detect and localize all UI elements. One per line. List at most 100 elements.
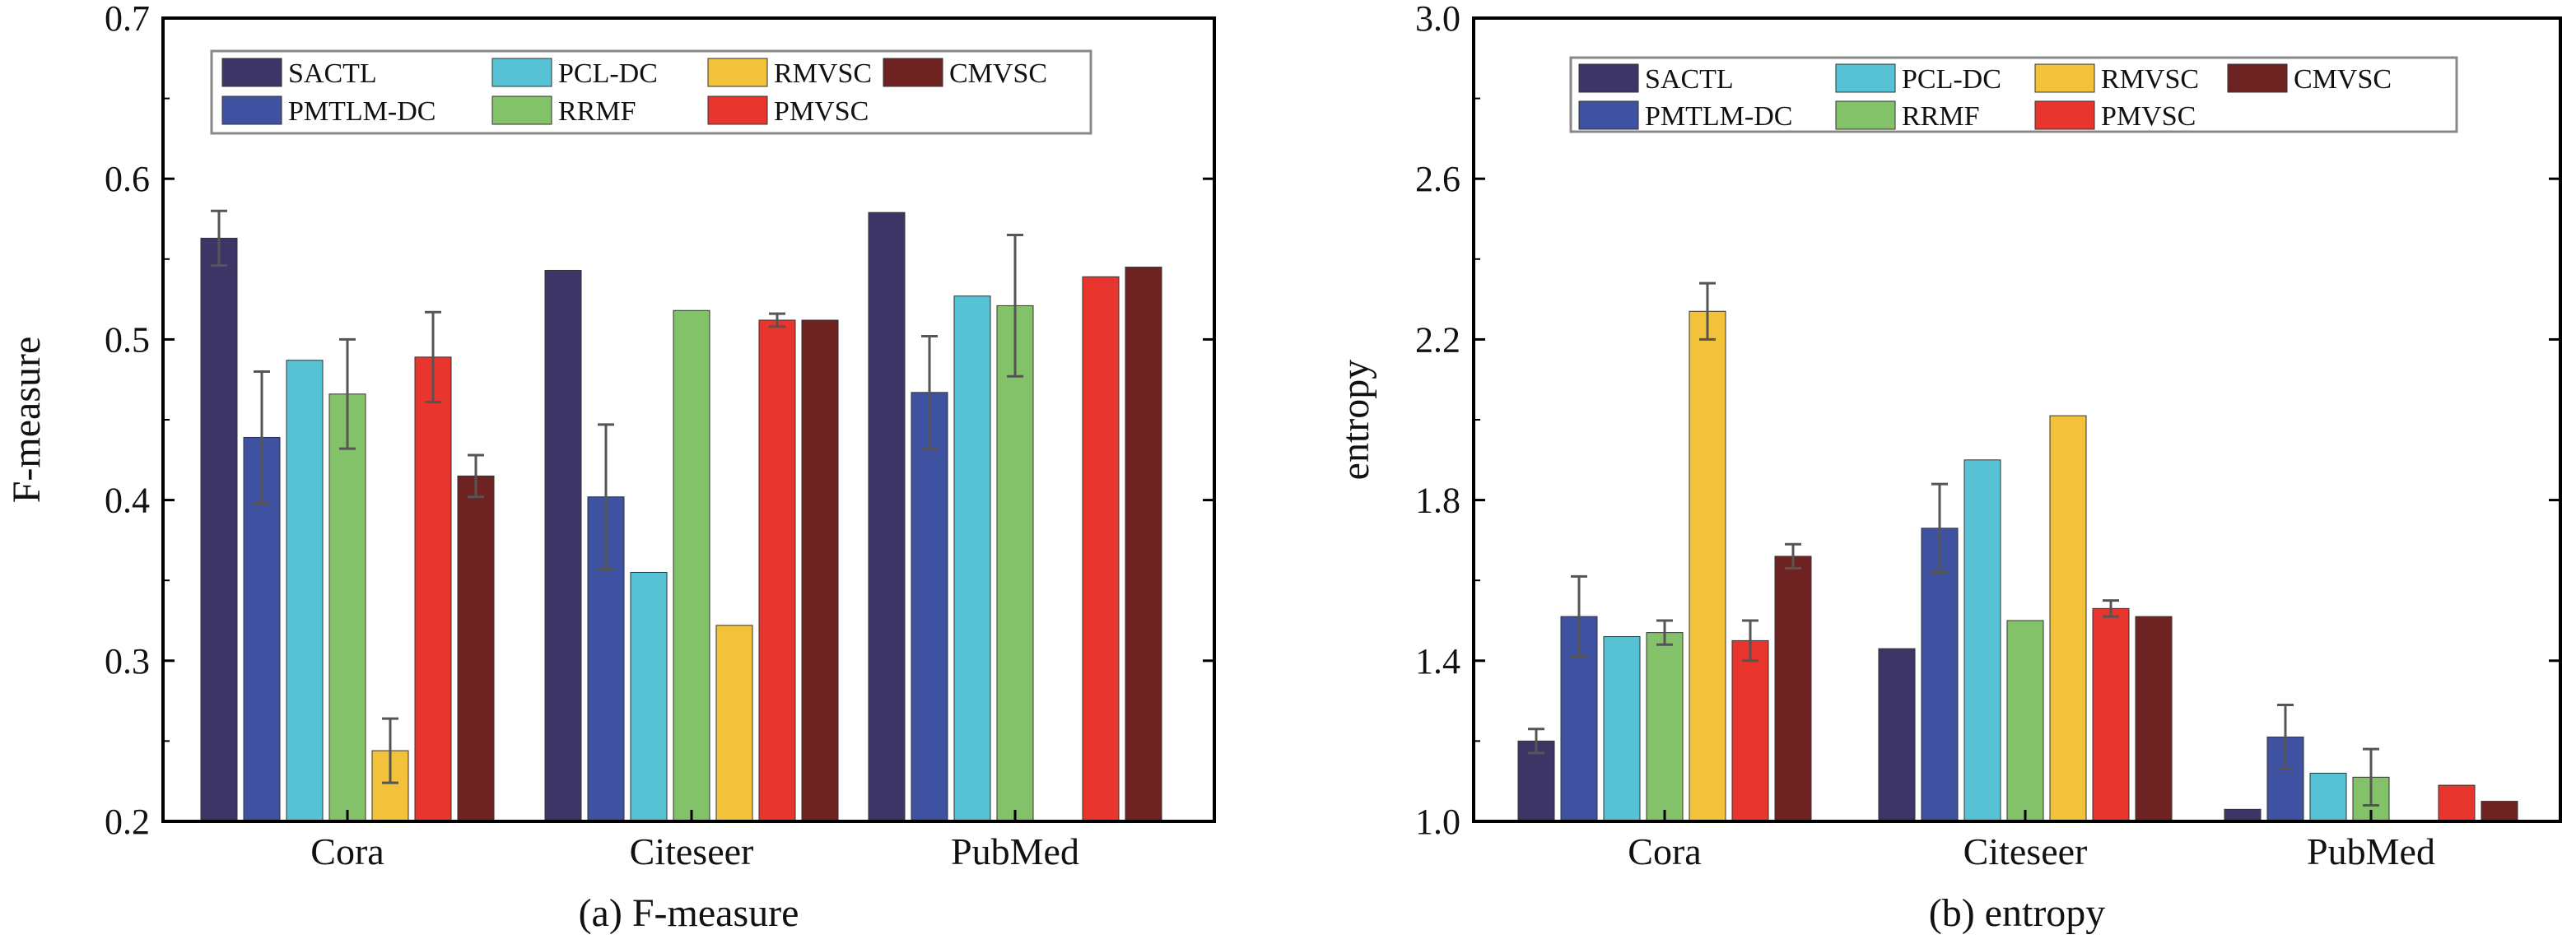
legend-item-pcl-dc: PCL-DC [491,58,658,89]
legend-item-pmtlm-dc: PMTLM-DC [221,95,436,127]
bar-cmvsc-citeseer [2135,616,2173,822]
bar-pcl-dc-pubmed [953,295,991,822]
bar-cmvsc-pubmed [1125,267,1162,822]
error-bar-sactl-cora [211,209,227,267]
x-tick-label-cora: Cora [1628,830,1701,872]
legend-label: SACTL [1645,64,1734,95]
legend-label: RMVSC [2101,64,2199,95]
error-bar-pmtlm-dc-pubmed [2277,703,2294,771]
legend-label: PCL-DC [558,58,658,89]
bar-pcl-dc-cora [286,360,324,822]
legend-box [210,49,1092,135]
bar-cmvsc-cora [457,475,495,822]
legend-label: PMVSC [2101,101,2196,132]
legend-swatch [221,95,282,125]
legend-label: PCL-DC [1902,64,2001,95]
error-bar-rrmf-cora [339,337,356,450]
legend-item-pmvsc: PMVSC [2034,100,2196,132]
y-tick-label: 0.5 [105,319,150,360]
legend-swatch [2034,63,2095,93]
error-bar-rrmf-cora [1656,619,1673,646]
legend-item-pmvsc: PMVSC [707,95,869,127]
legend: SACTL PCL-DC RMVSC CMVSC PMTLM-DC RRMF PMVSC [210,49,1092,135]
legend-item-sactl: SACTL [221,58,377,89]
error-bar-pmvsc-cora [425,310,441,404]
legend-swatch [883,58,943,87]
bar-sactl-pubmed [2224,808,2262,822]
legend-item-pcl-dc: PCL-DC [1835,63,2001,95]
chart-caption: (a) F-measure [579,891,799,935]
bar-pcl-dc-pubmed [2309,772,2347,822]
bar-pmvsc-pubmed [2438,784,2476,822]
error-bar-cmvsc-cora [468,453,484,499]
bar-rrmf-cora [328,393,366,822]
legend-swatch [1835,63,1896,93]
y-tick-label: 2.6 [1415,159,1460,199]
bar-rrmf-pubmed [996,305,1034,822]
legend-label: PMTLM-DC [1645,101,1792,132]
y-tick-label: 0.4 [105,481,150,521]
bar-sactl-citeseer [1878,648,1916,822]
bar-rmvsc-cora [1689,310,1726,822]
error-bar-pmtlm-dc-citeseer [1931,482,1948,574]
error-bar-pmtlm-dc-citeseer [598,423,614,571]
bar-rmvsc-citeseer [2049,415,2087,822]
legend-item-pmtlm-dc: PMTLM-DC [1578,100,1792,132]
bar-pmvsc-cora [1731,639,1769,822]
x-tick-label-pubmed: PubMed [951,830,1079,872]
error-bar-pmvsc-citeseer [769,312,785,328]
error-bar-rrmf-pubmed [1007,234,1023,378]
legend-label: SACTL [288,58,377,89]
legend-item-rmvsc: RMVSC [707,58,872,89]
error-bar-sactl-cora [1528,728,1544,755]
y-tick-label: 0.2 [105,802,150,842]
chart-caption: (b) entropy [1929,891,2106,935]
y-axis-title: entropy [1334,360,1377,481]
error-bar-rmvsc-cora [1699,281,1716,341]
bar-sactl-pubmed [868,212,906,822]
legend-swatch [1578,100,1639,130]
y-tick-label: 0.3 [105,641,150,681]
bar-sactl-citeseer [544,269,582,822]
y-tick-label: 3.0 [1415,0,1460,39]
legend-item-sactl: SACTL [1578,63,1734,95]
bar-rrmf-citeseer [2006,620,2044,822]
legend-label: CMVSC [2294,64,2392,95]
legend-item-rrmf: RRMF [491,95,636,127]
y-tick-label: 1.0 [1415,802,1460,842]
legend-item-cmvsc: CMVSC [2227,63,2392,95]
y-tick-label: 0.7 [105,0,150,39]
legend-label: RMVSC [774,58,872,89]
error-bar-cmvsc-cora [1785,542,1801,570]
x-tick-label-cora: Cora [310,830,384,872]
bar-rrmf-citeseer [673,309,710,822]
bar-cmvsc-pubmed [2481,801,2518,822]
legend-item-cmvsc: CMVSC [883,58,1047,89]
legend-label: PMVSC [774,96,869,127]
x-tick-label-citeseer: Citeseer [1963,830,2088,872]
error-bar-pmvsc-citeseer [2103,599,2119,618]
legend-swatch [491,95,552,125]
bar-cmvsc-cora [1774,556,1812,822]
legend-swatch [221,58,282,87]
legend-swatch [707,95,768,125]
legend-item-rmvsc: RMVSC [2034,63,2199,95]
bar-rrmf-cora [1646,632,1684,822]
legend: SACTL PCL-DC RMVSC CMVSC PMTLM-DC RRMF PMVSC [1569,56,2458,133]
bar-pcl-dc-citeseer [1963,459,2001,822]
legend-swatch [2227,63,2288,93]
y-tick-label: 2.2 [1415,319,1460,360]
legend-box [1569,56,2458,133]
chart-f-measure: 0.2 0.3 0.4 0.5 0.6 0.7 Cora Citeseer PubMed F-me… [5,0,1216,935]
x-tick-label-pubmed: PubMed [2307,830,2435,872]
error-bar-rmvsc-cora [382,717,398,784]
legend-label: PMTLM-DC [288,96,436,127]
error-bar-pmtlm-dc-cora [1571,574,1587,658]
bar-pmtlm-dc-pubmed [911,392,948,822]
bar-sactl-cora [200,237,238,822]
error-bar-pmtlm-dc-pubmed [921,334,938,450]
bar-pmvsc-citeseer [758,319,796,822]
bar-pcl-dc-citeseer [630,571,668,822]
bar-rmvsc-citeseer [715,625,753,822]
bar-pmvsc-citeseer [2092,607,2130,822]
